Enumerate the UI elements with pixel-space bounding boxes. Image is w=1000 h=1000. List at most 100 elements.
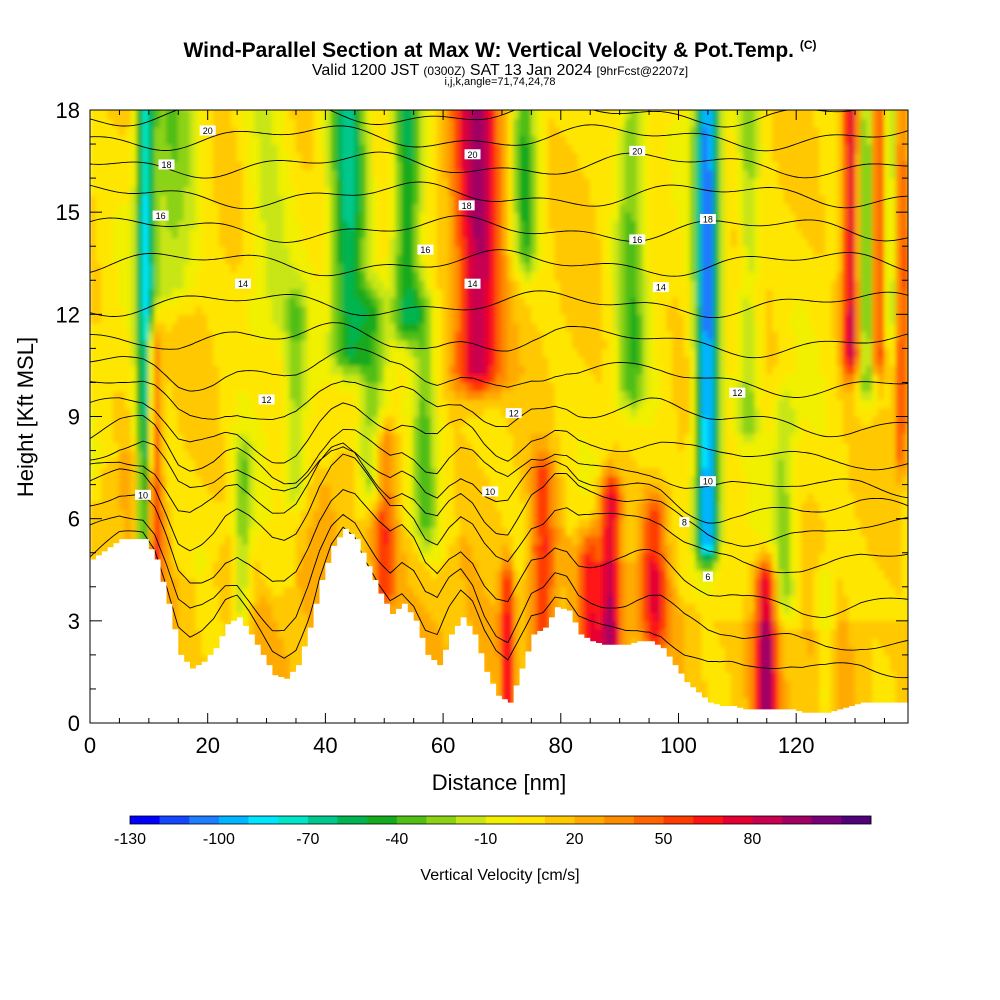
- velocity-cell: [277, 492, 285, 503]
- velocity-cell: [313, 492, 321, 503]
- velocity-cell: [342, 347, 350, 358]
- velocity-cell: [266, 492, 273, 503]
- velocity-cell: [477, 160, 485, 171]
- velocity-cell: [95, 203, 103, 213]
- velocity-cell: [124, 518, 132, 528]
- velocity-cell: [319, 356, 326, 366]
- velocity-cell: [142, 245, 150, 256]
- velocity-cell: [442, 228, 450, 239]
- velocity-cell: [195, 296, 203, 307]
- velocity-cell: [101, 501, 109, 511]
- velocity-cell: [118, 126, 126, 137]
- velocity-cell: [201, 450, 209, 460]
- velocity-cell: [136, 143, 144, 154]
- velocity-cell: [124, 450, 132, 460]
- velocity-cell: [213, 228, 220, 239]
- velocity-cell: [377, 110, 385, 111]
- velocity-cell: [319, 118, 326, 128]
- velocity-cell: [148, 152, 156, 162]
- velocity-cell: [407, 458, 415, 469]
- velocity-cell: [460, 407, 468, 417]
- velocity-cell: [201, 186, 209, 196]
- velocity-cell: [101, 416, 109, 426]
- velocity-cell: [224, 135, 232, 145]
- velocity-cell: [124, 135, 132, 145]
- velocity-cell: [177, 560, 185, 571]
- velocity-cell: [183, 118, 191, 128]
- velocity-cell: [195, 322, 203, 332]
- velocity-cell: [466, 458, 474, 469]
- velocity-cell: [366, 356, 373, 366]
- velocity-cell: [124, 339, 132, 349]
- velocity-cell: [319, 203, 326, 213]
- velocity-cell: [160, 458, 168, 469]
- velocity-cell: [366, 194, 373, 205]
- velocity-cell: [171, 433, 179, 443]
- velocity-cell: [224, 296, 232, 307]
- velocity-cell: [95, 416, 103, 426]
- velocity-cell: [213, 143, 220, 154]
- velocity-cell: [148, 305, 156, 315]
- velocity-cell: [130, 110, 138, 120]
- velocity-cell: [277, 620, 285, 630]
- velocity-cell: [424, 526, 432, 537]
- velocity-cell: [195, 110, 203, 111]
- velocity-cell: [348, 501, 356, 511]
- velocity-cell: [130, 373, 138, 383]
- velocity-cell: [389, 518, 397, 528]
- velocity-cell: [442, 475, 450, 486]
- velocity-cell: [419, 118, 426, 128]
- velocity-cell: [171, 279, 179, 290]
- velocity-cell: [295, 381, 303, 392]
- velocity-cell: [336, 467, 344, 477]
- velocity-cell: [289, 577, 297, 588]
- velocity-cell: [189, 186, 197, 196]
- velocity-cell: [248, 501, 256, 511]
- velocity-cell: [413, 228, 421, 239]
- velocity-cell: [266, 245, 273, 256]
- velocity-cell: [336, 364, 344, 375]
- velocity-cell: [95, 313, 103, 324]
- velocity-cell: [95, 441, 103, 452]
- velocity-cell: [483, 143, 491, 154]
- velocity-cell: [330, 262, 338, 273]
- velocity-cell: [424, 203, 432, 213]
- velocity-cell: [454, 254, 462, 264]
- velocity-cell: [277, 364, 285, 375]
- velocity-cell: [342, 313, 350, 324]
- velocity-cell: [124, 467, 132, 477]
- velocity-cell: [90, 407, 97, 417]
- velocity-cell: [260, 628, 268, 639]
- velocity-cell: [472, 305, 479, 315]
- velocity-cell: [207, 313, 215, 324]
- velocity-cell: [366, 526, 373, 537]
- velocity-cell: [419, 458, 426, 469]
- velocity-cell: [472, 424, 479, 435]
- velocity-cell: [301, 424, 309, 435]
- velocity-cell: [195, 135, 203, 145]
- velocity-cell: [472, 228, 479, 239]
- velocity-cell: [336, 441, 344, 452]
- velocity-cell: [301, 254, 309, 264]
- velocity-cell: [407, 322, 415, 332]
- velocity-cell: [254, 347, 262, 358]
- velocity-cell: [307, 296, 315, 307]
- velocity-cell: [107, 509, 115, 520]
- velocity-cell: [383, 398, 391, 409]
- velocity-cell: [295, 279, 303, 290]
- velocity-cell: [313, 271, 321, 281]
- velocity-cell: [113, 160, 120, 171]
- velocity-cell: [424, 501, 432, 511]
- velocity-cell: [377, 398, 385, 409]
- velocity-cell: [254, 305, 262, 315]
- velocity-cell: [154, 126, 162, 137]
- velocity-cell: [136, 416, 144, 426]
- velocity-cell: [483, 620, 491, 630]
- velocity-cell: [419, 135, 426, 145]
- velocity-cell: [307, 526, 315, 537]
- velocity-cell: [236, 152, 244, 162]
- velocity-cell: [171, 450, 179, 460]
- velocity-cell: [283, 160, 291, 171]
- velocity-cell: [289, 433, 297, 443]
- velocity-cell: [419, 194, 426, 205]
